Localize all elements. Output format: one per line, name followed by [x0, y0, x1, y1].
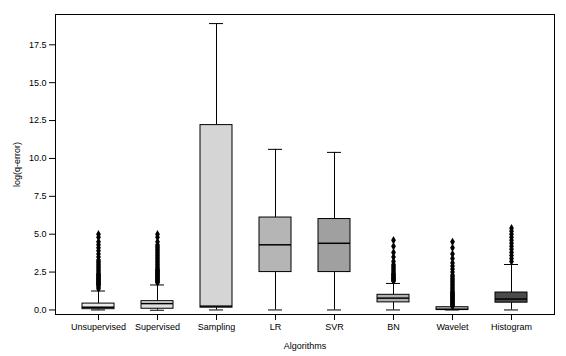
- svg-text:SVR: SVR: [325, 322, 344, 332]
- svg-text:Algorithms: Algorithms: [284, 341, 327, 351]
- svg-text:12.5: 12.5: [29, 115, 47, 125]
- svg-text:17.5: 17.5: [29, 40, 47, 50]
- svg-text:15.0: 15.0: [29, 78, 47, 88]
- svg-text:Supervised: Supervised: [135, 322, 180, 332]
- svg-text:5.0: 5.0: [34, 229, 47, 239]
- svg-text:Histogram: Histogram: [491, 322, 532, 332]
- svg-text:10.0: 10.0: [29, 153, 47, 163]
- svg-text:log(q-error): log(q-error): [12, 142, 22, 187]
- svg-text:Sampling: Sampling: [198, 322, 236, 332]
- svg-text:Unsupervised: Unsupervised: [71, 322, 126, 332]
- svg-text:Wavelet: Wavelet: [436, 322, 469, 332]
- svg-text:7.5: 7.5: [34, 191, 47, 201]
- svg-text:2.5: 2.5: [34, 267, 47, 277]
- svg-text:LR: LR: [270, 322, 282, 332]
- svg-text:BN: BN: [387, 322, 400, 332]
- svg-text:0.0: 0.0: [34, 305, 47, 315]
